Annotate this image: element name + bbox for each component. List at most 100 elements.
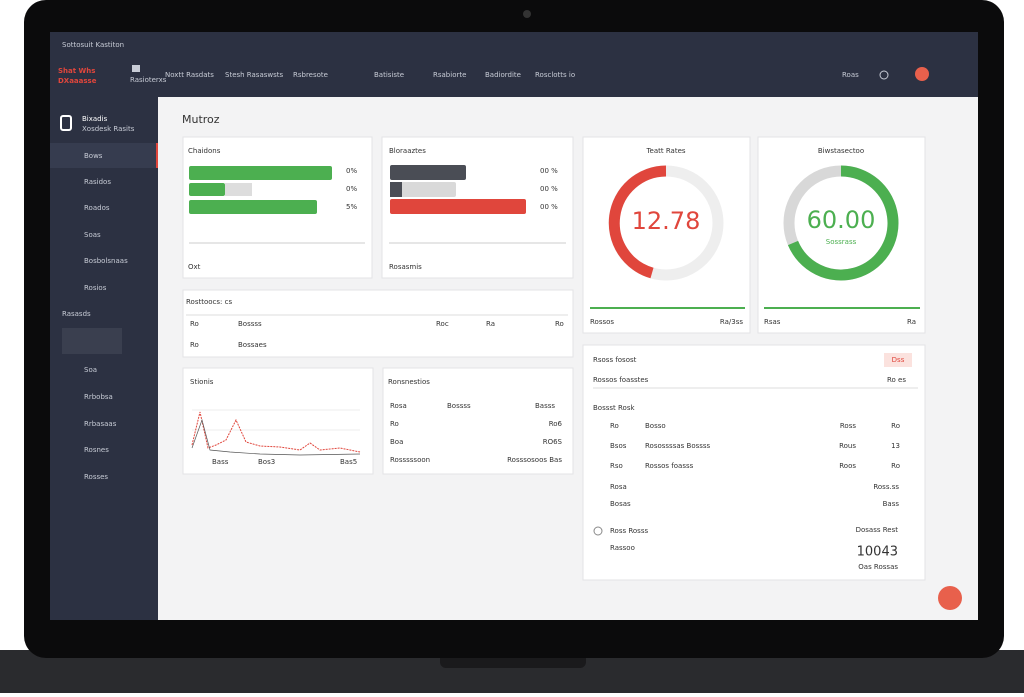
sidebar-section: Rasasds bbox=[62, 310, 91, 318]
card-title: Stionis bbox=[190, 378, 214, 386]
table-header: Basss bbox=[535, 402, 555, 410]
table-header: Rosa bbox=[390, 402, 407, 410]
table-cell: Rosssosoos Bas bbox=[507, 456, 562, 464]
card bbox=[582, 344, 926, 581]
bar bbox=[225, 183, 252, 196]
bar-value: 0% bbox=[346, 167, 357, 175]
card-footer: Ra/3ss bbox=[720, 318, 743, 326]
card-footer: Rsas bbox=[764, 318, 781, 326]
list-cell: Ro bbox=[891, 422, 900, 430]
row-value: Bass bbox=[883, 500, 900, 508]
list-cell: Rossos foasss bbox=[645, 462, 694, 470]
foot-label: Rassoo bbox=[610, 544, 635, 552]
bar bbox=[390, 182, 402, 197]
card bbox=[182, 289, 574, 358]
card-footer: Rossos bbox=[590, 318, 614, 326]
row-label: Bosas bbox=[610, 500, 631, 508]
x-label: Bass bbox=[212, 458, 229, 466]
nav-item[interactable]: Stesh Rasaswsts bbox=[225, 71, 284, 79]
nav-item[interactable]: Rsabiorte bbox=[433, 71, 466, 79]
sidebar-item[interactable]: Roados bbox=[84, 204, 110, 212]
table-cell: Bossss bbox=[238, 320, 262, 328]
list-cell: 13 bbox=[891, 442, 900, 450]
logo: DXaaasse bbox=[58, 77, 97, 85]
row-value: Ross.ss bbox=[873, 483, 899, 491]
sidebar-item[interactable]: Soa bbox=[84, 366, 97, 374]
sidebar-item[interactable]: Bows bbox=[84, 152, 103, 160]
sidebar-item[interactable]: Rrbobsa bbox=[84, 393, 113, 401]
icon bbox=[132, 65, 140, 72]
sidebar-item[interactable]: Rosses bbox=[84, 473, 108, 481]
x-label: Bos3 bbox=[258, 458, 275, 466]
card-title: Ronsnestios bbox=[388, 378, 430, 386]
sidebar-item[interactable]: Rosios bbox=[84, 284, 107, 292]
bar-value: 00 % bbox=[540, 185, 558, 193]
card-title: Rsoss fosost bbox=[593, 356, 637, 364]
gauge-arc bbox=[608, 165, 667, 279]
list-cell: Ro bbox=[610, 422, 619, 430]
badge-text[interactable]: Dss bbox=[892, 356, 905, 364]
foot-caption: Oas Rossas bbox=[858, 563, 898, 571]
bar bbox=[390, 182, 456, 197]
bar-value: 00 % bbox=[540, 167, 558, 175]
icon bbox=[593, 526, 603, 536]
app-title: Sottosuit Kastiton bbox=[62, 41, 124, 49]
header bbox=[50, 32, 978, 97]
nav-item[interactable]: Batisiste bbox=[374, 71, 404, 79]
avatar[interactable] bbox=[915, 67, 929, 81]
sidebar-item[interactable]: Rosnes bbox=[84, 446, 109, 454]
foot-value: 10043 bbox=[857, 545, 898, 560]
table-cell: Ra bbox=[486, 320, 495, 328]
bar-value: 0% bbox=[346, 185, 357, 193]
page-title: Mutroz bbox=[182, 113, 220, 126]
camera bbox=[523, 10, 531, 18]
blurred-block bbox=[62, 328, 122, 354]
nav-item[interactable]: Badiordite bbox=[485, 71, 521, 79]
table-header: Bossss bbox=[447, 402, 471, 410]
sidebar-item[interactable]: Bosbolsnaas bbox=[84, 257, 128, 265]
bar bbox=[390, 165, 466, 180]
gauge-value: 12.78 bbox=[632, 207, 701, 235]
card-title: Rosttoocs: cs bbox=[186, 298, 232, 306]
icon bbox=[60, 115, 72, 131]
sidebar-title: Bixadis bbox=[82, 115, 108, 123]
bar-value: 00 % bbox=[540, 203, 558, 211]
gauge-arc bbox=[787, 165, 899, 281]
nav-item[interactable]: Rosclotts io bbox=[535, 71, 575, 79]
icon[interactable] bbox=[879, 70, 889, 80]
table-cell: RO6S bbox=[543, 438, 563, 446]
row-label: Rosa bbox=[610, 483, 627, 491]
nav-item[interactable]: Noxtt Rasdats bbox=[165, 71, 214, 79]
bar bbox=[189, 183, 225, 196]
list-cell: Bsos bbox=[610, 442, 627, 450]
table-cell: Ro bbox=[190, 341, 199, 349]
table-cell: Bossaes bbox=[238, 341, 267, 349]
card-footer: Rosasmis bbox=[389, 263, 422, 271]
sidebar-item[interactable]: Rasidos bbox=[84, 178, 111, 186]
card-title: Bloraaztes bbox=[389, 147, 426, 155]
row-label: Rossos foasstes bbox=[593, 376, 649, 384]
card bbox=[382, 367, 574, 475]
sidebar-subtitle: Xosdesk Rasits bbox=[82, 125, 135, 133]
card-title: Biwstasectoo bbox=[818, 147, 864, 155]
foot-title: Dosass Rest bbox=[856, 526, 899, 534]
sidebar-item[interactable]: Soas bbox=[84, 231, 101, 239]
active-marker bbox=[156, 143, 158, 168]
table-cell: Ro6 bbox=[549, 420, 563, 428]
workspace[interactable]: Rasioterxs bbox=[130, 76, 167, 84]
table-cell: Boa bbox=[390, 438, 403, 446]
badge[interactable] bbox=[884, 353, 912, 367]
gauge-value: 60.00 bbox=[807, 206, 876, 234]
list-cell: Roos bbox=[839, 462, 856, 470]
table-cell: Rosssssoon bbox=[390, 456, 430, 464]
list-cell: Ro bbox=[891, 462, 900, 470]
sidebar bbox=[50, 97, 158, 620]
bar bbox=[189, 200, 317, 214]
user-name[interactable]: Roas bbox=[842, 71, 859, 79]
sidebar-item[interactable]: Rrbasaas bbox=[84, 420, 117, 428]
list-cell: Bosso bbox=[645, 422, 666, 430]
nav-item[interactable]: Rsbresote bbox=[293, 71, 328, 79]
fab[interactable] bbox=[938, 586, 962, 610]
active-item bbox=[50, 143, 158, 168]
